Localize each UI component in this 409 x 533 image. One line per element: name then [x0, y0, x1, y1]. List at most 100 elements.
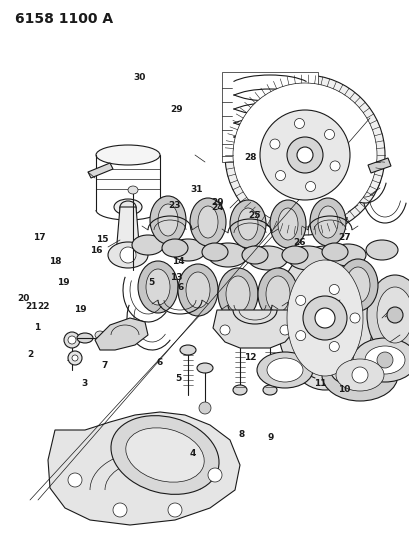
Circle shape	[294, 118, 304, 128]
Ellipse shape	[202, 243, 227, 261]
Circle shape	[329, 161, 339, 171]
Ellipse shape	[287, 246, 327, 270]
Circle shape	[72, 355, 78, 361]
Ellipse shape	[286, 260, 362, 376]
Ellipse shape	[364, 346, 404, 374]
Ellipse shape	[218, 268, 257, 320]
Ellipse shape	[229, 200, 265, 248]
Circle shape	[220, 325, 229, 335]
Circle shape	[324, 130, 334, 140]
Circle shape	[269, 139, 279, 149]
Ellipse shape	[111, 416, 218, 495]
Text: 2: 2	[27, 350, 34, 359]
Ellipse shape	[120, 201, 136, 213]
Ellipse shape	[77, 333, 93, 343]
Ellipse shape	[241, 246, 267, 264]
Circle shape	[314, 308, 334, 328]
Ellipse shape	[352, 338, 409, 382]
Circle shape	[376, 352, 392, 368]
Ellipse shape	[376, 287, 409, 343]
Ellipse shape	[256, 352, 312, 388]
Text: 5: 5	[175, 374, 181, 383]
Ellipse shape	[162, 239, 188, 257]
Circle shape	[386, 307, 402, 323]
Circle shape	[351, 367, 367, 383]
Ellipse shape	[138, 261, 178, 313]
Circle shape	[120, 247, 136, 263]
Text: 8: 8	[238, 430, 245, 439]
Ellipse shape	[306, 93, 362, 217]
Circle shape	[295, 295, 305, 305]
Ellipse shape	[266, 358, 302, 382]
Text: 29: 29	[211, 198, 223, 207]
Circle shape	[259, 110, 349, 200]
Ellipse shape	[114, 199, 142, 215]
Ellipse shape	[247, 246, 287, 270]
Text: 7: 7	[101, 361, 108, 369]
Ellipse shape	[317, 206, 337, 238]
Ellipse shape	[329, 244, 365, 266]
Ellipse shape	[96, 145, 160, 165]
Text: 30: 30	[133, 73, 145, 82]
Ellipse shape	[132, 235, 164, 255]
Ellipse shape	[189, 198, 225, 246]
Text: 10: 10	[337, 385, 350, 393]
Ellipse shape	[262, 385, 276, 395]
Text: 26: 26	[292, 238, 305, 247]
Text: 23: 23	[168, 201, 180, 209]
Ellipse shape	[281, 246, 307, 264]
Ellipse shape	[265, 276, 289, 312]
Ellipse shape	[178, 264, 218, 316]
Circle shape	[296, 147, 312, 163]
Bar	[221, 72, 317, 162]
Circle shape	[336, 360, 352, 376]
Ellipse shape	[146, 269, 170, 305]
Text: 31: 31	[190, 185, 202, 193]
Text: 25: 25	[247, 212, 260, 220]
Circle shape	[328, 285, 338, 294]
Ellipse shape	[95, 331, 105, 339]
Circle shape	[198, 402, 211, 414]
Circle shape	[68, 473, 82, 487]
Circle shape	[328, 342, 338, 352]
Circle shape	[68, 351, 82, 365]
Text: 4: 4	[189, 449, 196, 457]
Circle shape	[232, 83, 376, 227]
Text: 14: 14	[172, 257, 184, 265]
Ellipse shape	[237, 208, 257, 240]
Circle shape	[68, 336, 76, 344]
Polygon shape	[95, 318, 148, 350]
Ellipse shape	[309, 198, 345, 246]
Text: 15: 15	[96, 236, 108, 244]
Ellipse shape	[207, 243, 247, 267]
Ellipse shape	[196, 363, 213, 373]
Text: 9: 9	[267, 433, 273, 441]
Text: 19: 19	[57, 278, 70, 287]
Polygon shape	[116, 207, 139, 255]
Ellipse shape	[157, 204, 178, 236]
Circle shape	[279, 325, 289, 335]
Text: 17: 17	[33, 233, 45, 241]
Circle shape	[286, 137, 322, 173]
Polygon shape	[213, 310, 296, 348]
Ellipse shape	[170, 239, 205, 261]
Circle shape	[207, 468, 221, 482]
Ellipse shape	[321, 243, 347, 261]
Ellipse shape	[128, 186, 138, 194]
Polygon shape	[88, 163, 113, 178]
Ellipse shape	[321, 349, 397, 401]
Ellipse shape	[232, 385, 246, 395]
Text: 20: 20	[17, 294, 29, 303]
Ellipse shape	[335, 359, 383, 391]
Circle shape	[329, 353, 359, 383]
Circle shape	[64, 332, 80, 348]
Ellipse shape	[180, 345, 196, 355]
Ellipse shape	[337, 259, 377, 311]
Text: 18: 18	[49, 257, 61, 265]
Text: 6158 1100 A: 6158 1100 A	[15, 12, 113, 26]
Text: 6: 6	[177, 284, 183, 292]
Circle shape	[225, 75, 384, 235]
Ellipse shape	[365, 240, 397, 260]
Text: 19: 19	[74, 305, 86, 313]
Ellipse shape	[108, 242, 148, 268]
